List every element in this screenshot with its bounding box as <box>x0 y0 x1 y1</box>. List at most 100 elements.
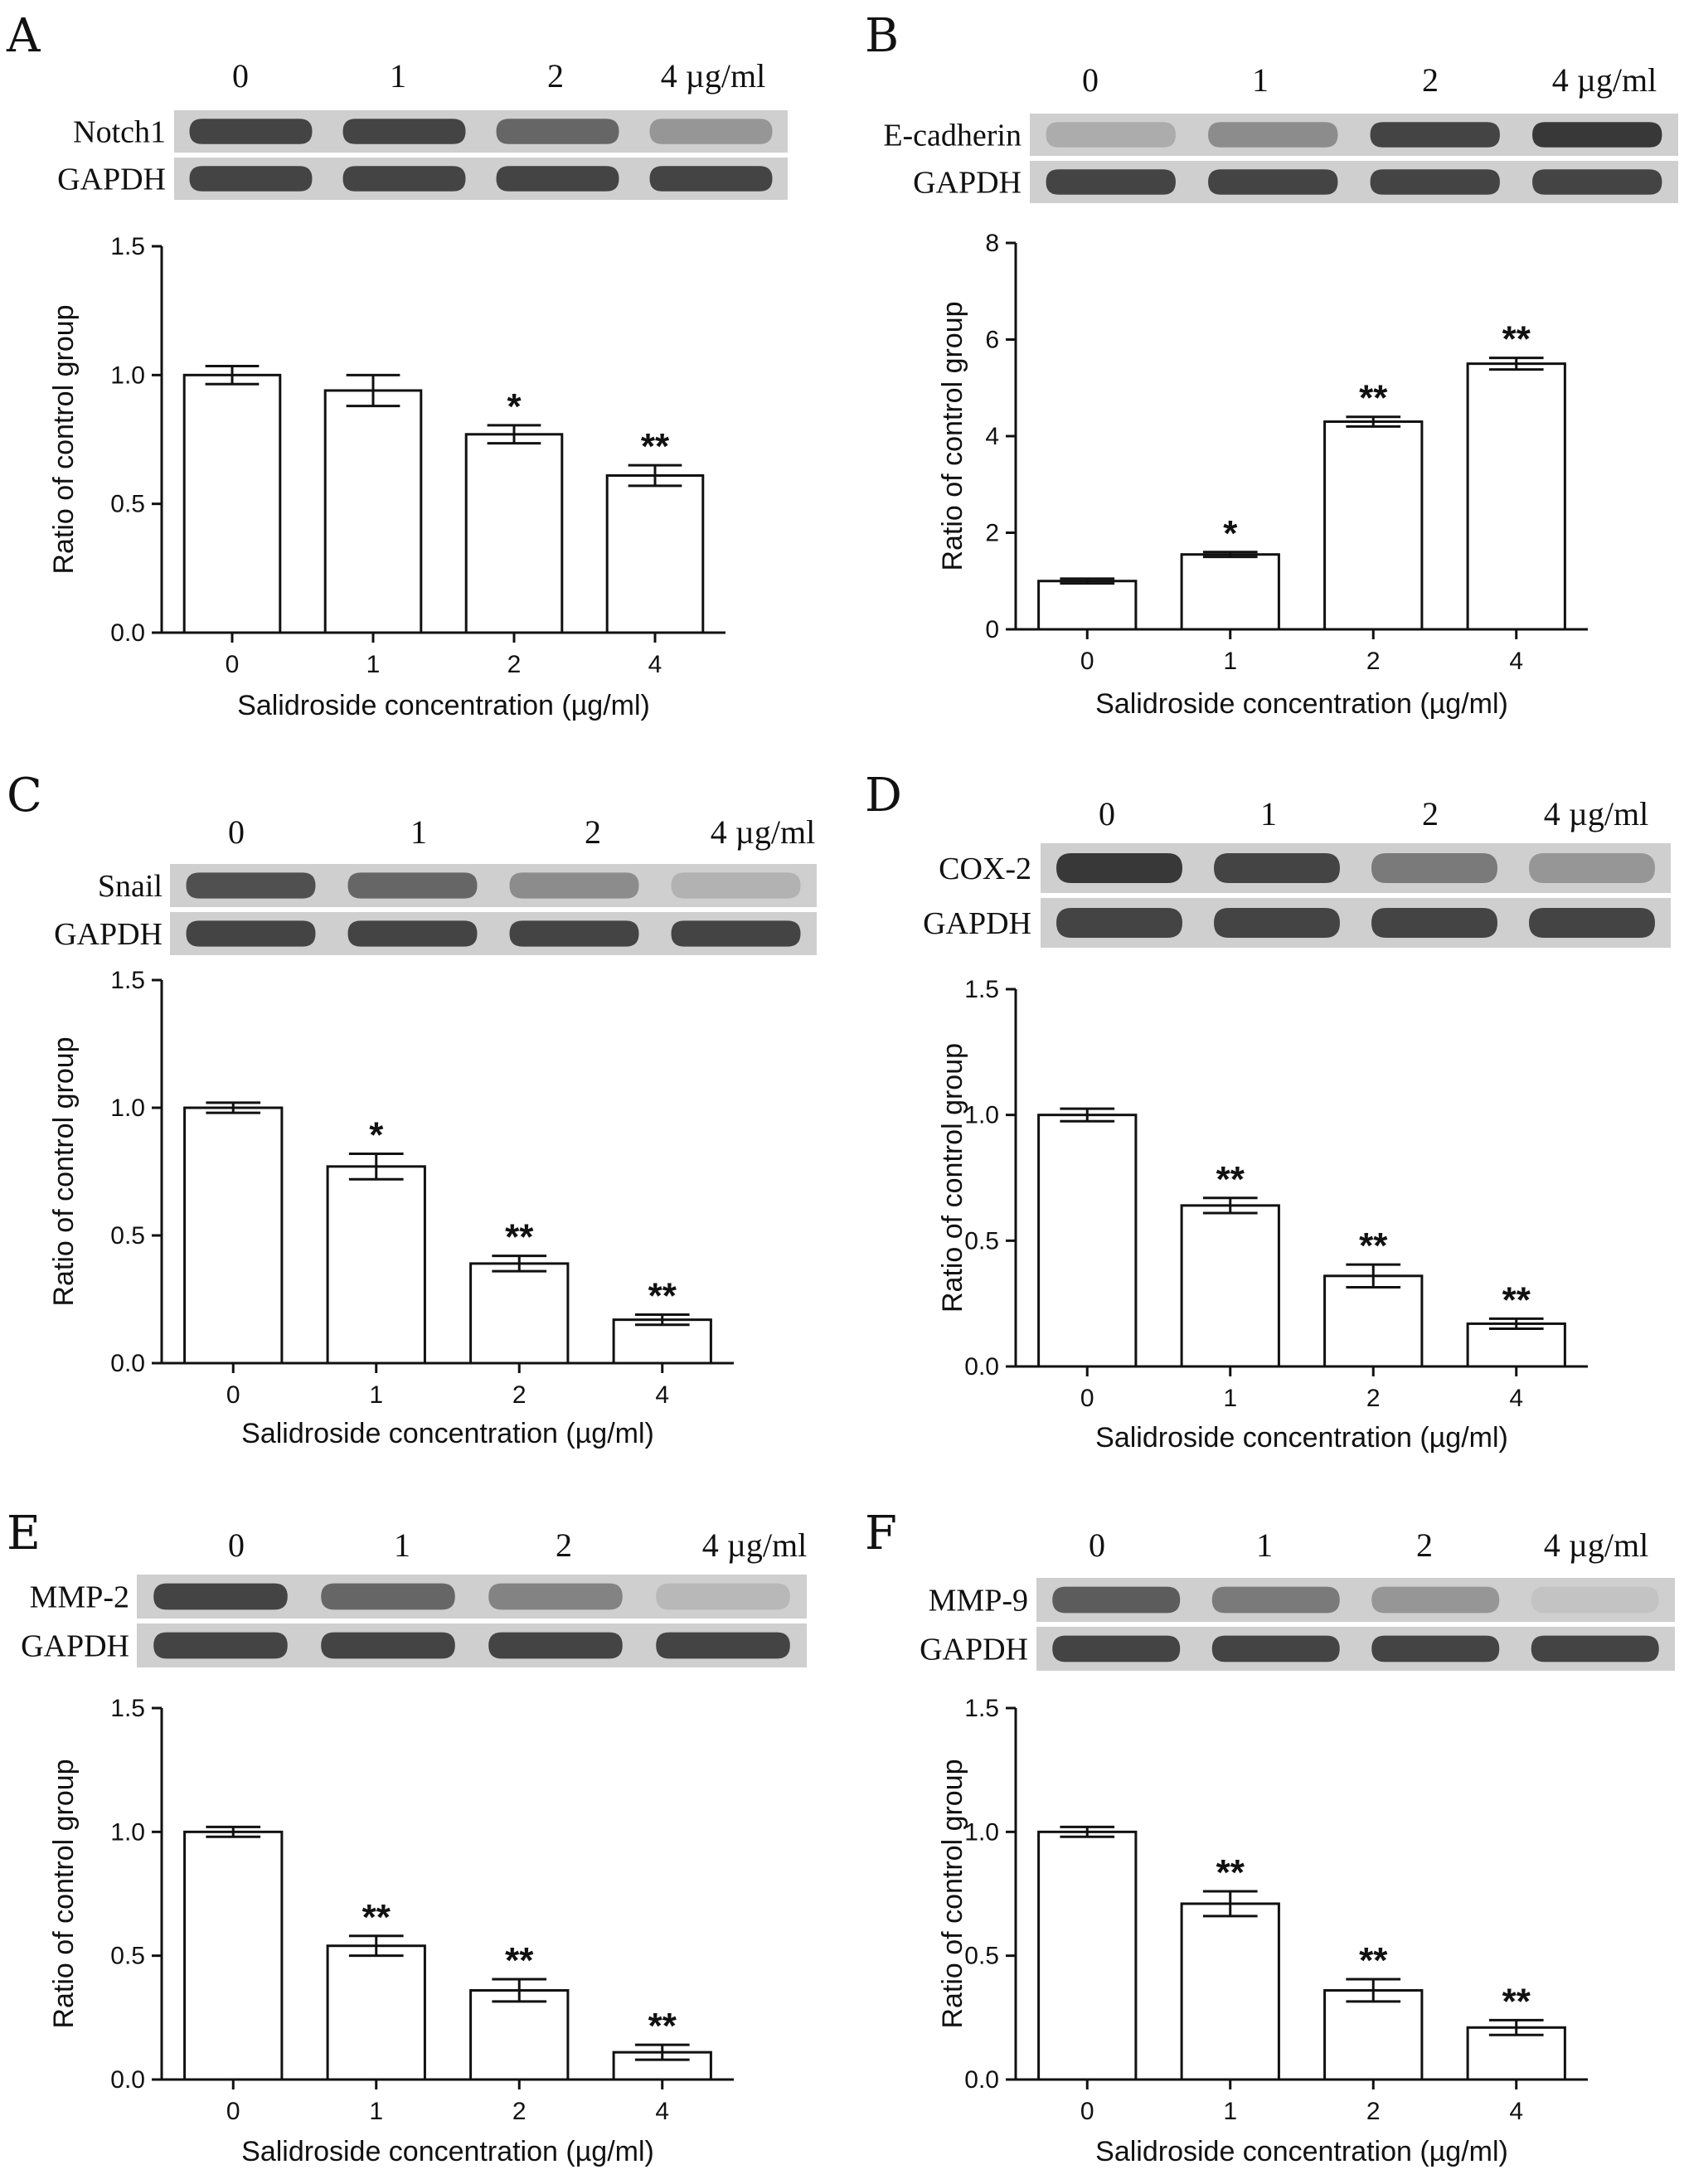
significance-mark: ** <box>1359 1940 1388 1981</box>
x-axis-title: Salidroside concentration (µg/ml) <box>1095 2136 1508 2167</box>
significance-mark: ** <box>1359 1225 1388 1266</box>
y-axis-title: Ratio of control group <box>937 1043 968 1313</box>
bar-2 <box>1323 1274 1424 1368</box>
lane-label: 2 <box>556 1526 572 1564</box>
lane-label: 2 <box>547 57 564 95</box>
y-tick-label: 8 <box>985 230 999 257</box>
y-tick-label: 1.5 <box>964 976 999 1003</box>
x-tick-label: 4 <box>1509 648 1523 675</box>
loading-control-label: GAPDH <box>920 1633 1028 1667</box>
target-band <box>321 1583 455 1610</box>
lane-label: 4 µg/ml <box>1552 61 1657 99</box>
gapdh-band <box>496 166 619 192</box>
target-band <box>649 119 773 144</box>
lane-label: 1 <box>390 57 406 95</box>
y-tick-label: 6 <box>985 327 999 354</box>
lane-label: 4 µg/ml <box>711 813 815 851</box>
y-tick-label: 0.5 <box>964 1943 999 1970</box>
significance-mark: * <box>1223 513 1238 554</box>
x-tick-label: 1 <box>369 1381 383 1409</box>
bar-2 <box>464 433 564 634</box>
bar-chart: 0.0 0.5 1.0 1.5 0 1 * 2 ** 4 Salidroside concentra… <box>48 233 726 721</box>
western-blot <box>137 1575 807 1667</box>
gapdh-band <box>1531 1635 1659 1662</box>
panel-c: C 0 1 2 4 µg/ml Snail GAPDH 0.0 0.5 1.0 1.5 0 * 1 ** 2 *… <box>7 769 817 1449</box>
y-tick-label: 1.5 <box>964 1695 999 1722</box>
panel-d: D 0 1 2 4 µg/ml COX-2 GAPDH 0.0 0.5 1.0 1.5 0 ** 1 ** 2… <box>865 769 1671 1454</box>
protein-label: Notch1 <box>73 115 166 150</box>
target-band <box>1208 122 1338 148</box>
y-axis-title: Ratio of control group <box>48 304 80 574</box>
x-tick-label: 0 <box>226 1381 240 1409</box>
panel-letter: E <box>7 1507 41 1560</box>
x-tick-label: 2 <box>512 2098 527 2125</box>
x-tick-label: 4 <box>648 651 662 678</box>
lane-label: 1 <box>410 813 427 851</box>
significance-mark: ** <box>1216 1159 1245 1200</box>
bar-2 <box>469 1262 570 1365</box>
x-tick-label: 0 <box>1080 1385 1094 1412</box>
target-band <box>509 872 639 899</box>
gapdh-band <box>1208 169 1338 195</box>
gapdh-band <box>1529 908 1655 938</box>
x-axis-title: Salidroside concentration (µg/ml) <box>241 1418 654 1449</box>
target-band <box>656 1583 790 1610</box>
bar-0 <box>183 1830 284 2081</box>
bar-4 <box>1466 362 1566 631</box>
lane-label: 2 <box>1422 61 1439 99</box>
target-band <box>1371 853 1497 883</box>
lane-label: 4 µg/ml <box>661 57 765 95</box>
x-tick-label: 1 <box>366 651 381 678</box>
loading-control-label: GAPDH <box>21 1629 129 1664</box>
bar-1 <box>326 1944 426 2081</box>
lane-label: 0 <box>228 1526 245 1564</box>
bar-4 <box>605 473 705 634</box>
y-tick-label: 1.5 <box>110 967 145 994</box>
significance-mark: ** <box>505 1217 534 1258</box>
y-tick-label: 2 <box>985 520 999 547</box>
gapdh-band <box>671 920 801 947</box>
loading-control-label: GAPDH <box>913 166 1022 201</box>
western-blot <box>170 864 817 955</box>
x-tick-label: 0 <box>226 2098 240 2125</box>
panel-b: B 0 1 2 4 µg/ml E-cadherin GAPDH 0 2 4 6 8 0 * 1 ** 2 ** 4… <box>865 9 1678 720</box>
y-tick-label: 1.0 <box>964 1818 999 1846</box>
lane-label: 1 <box>394 1526 410 1564</box>
lane-label: 0 <box>1089 1526 1105 1564</box>
target-band <box>153 1583 288 1610</box>
bar-2 <box>1323 1988 1424 2081</box>
protein-label: MMP-9 <box>929 1584 1028 1619</box>
gapdh-band <box>1211 1635 1340 1662</box>
lane-label: 1 <box>1252 61 1269 99</box>
loading-control-label: GAPDH <box>57 163 166 197</box>
significance-mark: ** <box>648 2006 677 2046</box>
y-tick-label: 0 <box>985 616 999 643</box>
x-tick-label: 2 <box>1366 2098 1381 2125</box>
panel-letter: C <box>7 769 42 823</box>
western-blot <box>1041 843 1671 948</box>
protein-label: MMP-2 <box>30 1580 129 1615</box>
y-tick-label: 0.5 <box>110 1222 145 1250</box>
x-tick-label: 4 <box>1509 2098 1523 2125</box>
bar-0 <box>1037 1830 1138 2081</box>
lane-label: 1 <box>1256 1526 1273 1564</box>
x-tick-label: 2 <box>507 651 522 678</box>
lane-label: 4 µg/ml <box>1544 795 1648 832</box>
panel-letter: B <box>865 9 899 63</box>
target-band <box>1370 122 1500 148</box>
y-tick-label: 0.0 <box>964 1353 999 1381</box>
significance-mark: ** <box>1502 1279 1531 1320</box>
panel-a: A 0 1 2 4 µg/ml Notch1 GAPDH 0.0 0.5 1.0 1.5 0 1 * 2 **… <box>6 9 788 721</box>
significance-mark: ** <box>505 1940 534 1981</box>
gapdh-band <box>347 920 478 947</box>
lane-label: 0 <box>1099 795 1115 832</box>
panel-letter: D <box>865 769 902 823</box>
target-band <box>1052 1586 1181 1614</box>
y-tick-label: 0.5 <box>964 1227 999 1255</box>
significance-mark: * <box>507 386 522 427</box>
x-tick-label: 0 <box>1080 2098 1094 2125</box>
y-tick-label: 0.0 <box>110 619 145 647</box>
gapdh-band <box>656 1632 790 1659</box>
